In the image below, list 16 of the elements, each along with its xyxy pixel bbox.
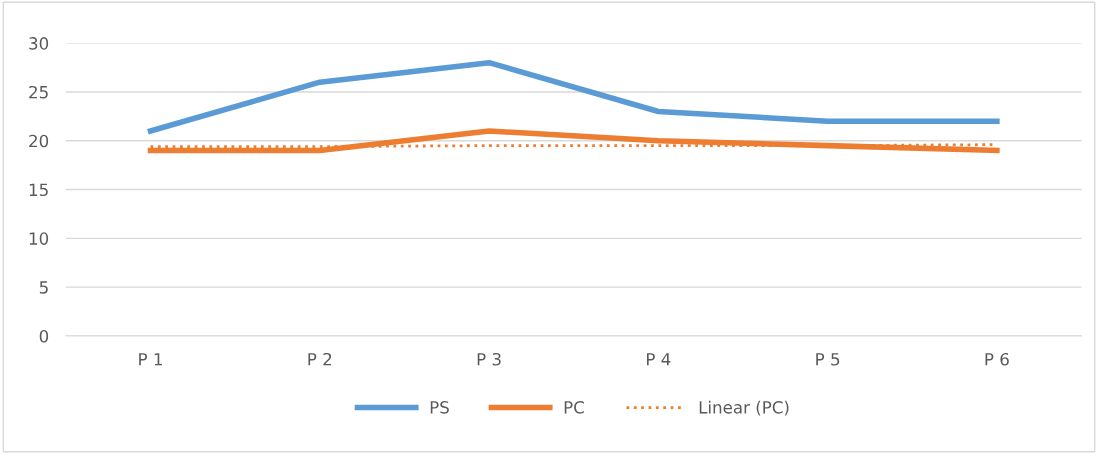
legend-label: PC [564, 401, 584, 414]
x-tick-label: P 2 [308, 352, 332, 366]
y-tick-label: 15 [29, 183, 48, 197]
x-tick-label: P 5 [816, 353, 840, 366]
x-tick-label: P 3 [477, 352, 501, 366]
y-tick-label: 20 [29, 134, 49, 148]
x-tick-label: P 1 [139, 353, 162, 366]
x-tick-label: P 4 [647, 353, 671, 366]
y-tick-label: 5 [39, 281, 48, 294]
legend-label: Linear (PC) [699, 400, 789, 416]
y-tick-label: 10 [29, 232, 49, 245]
y-tick-label: 0 [39, 329, 49, 343]
legend-label: PS [430, 401, 449, 414]
y-tick-label: 25 [29, 85, 48, 99]
y-tick-label: 30 [29, 37, 49, 50]
x-tick-label: P 6 [985, 352, 1009, 366]
